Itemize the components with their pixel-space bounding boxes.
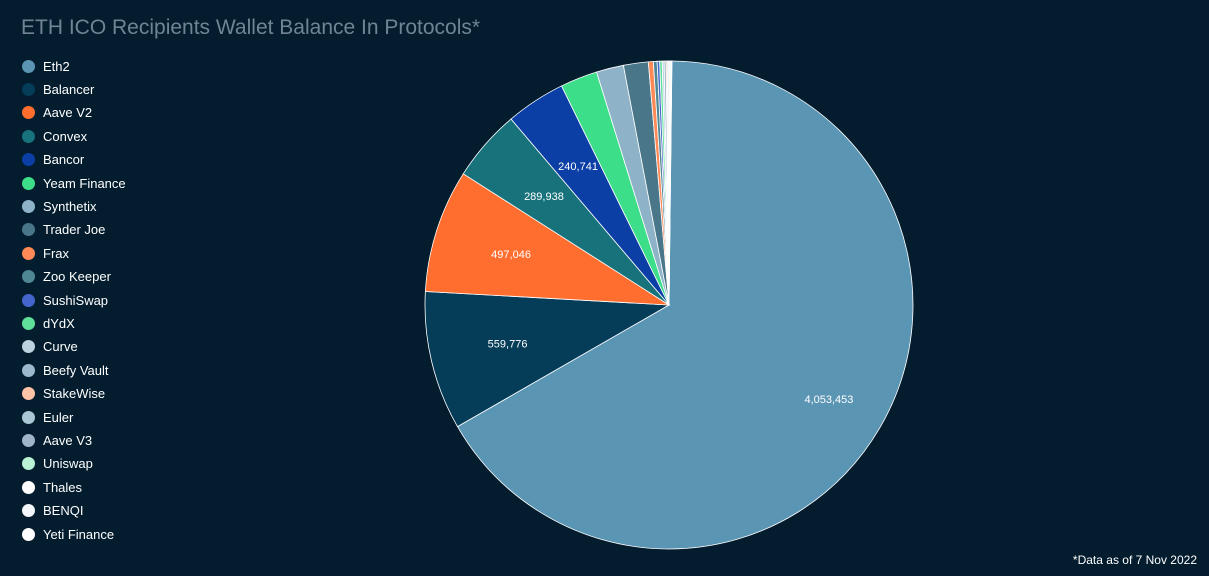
legend-label: Euler (43, 409, 74, 425)
legend-item[interactable]: Euler (22, 407, 73, 427)
legend-swatch (22, 153, 35, 167)
legend-swatch (22, 480, 35, 494)
pie-slice[interactable] (668, 60, 673, 306)
legend-label: Thales (43, 479, 83, 495)
legend-item[interactable]: Frax (22, 243, 69, 263)
legend-item[interactable]: dYdX (22, 313, 75, 333)
legend-swatch (22, 316, 35, 330)
legend-swatch (22, 527, 35, 541)
legend-label: Balancer (43, 81, 95, 97)
pie-slice[interactable] (456, 60, 914, 550)
legend-item[interactable]: Zoo Keeper (22, 267, 111, 287)
pie-slice[interactable] (424, 291, 671, 428)
legend-item[interactable]: Convex (22, 126, 87, 146)
legend-label: Beefy Vault (43, 362, 109, 378)
legend-label: Bancor (43, 152, 85, 168)
data-label: 289,938 (524, 191, 564, 203)
legend-label: Convex (43, 128, 88, 144)
legend-label: Eth2 (43, 58, 70, 74)
legend-item[interactable]: Synthetix (22, 196, 96, 216)
legend-item[interactable]: Yeti Finance (22, 524, 114, 544)
legend-label: Yeam Finance (43, 175, 126, 191)
legend-item[interactable]: Eth2 (22, 56, 70, 76)
legend-item[interactable]: Uniswap (22, 454, 93, 474)
legend-swatch (22, 457, 35, 471)
chart-title: ETH ICO Recipients Wallet Balance In Pro… (21, 16, 481, 39)
legend-label: StakeWise (43, 386, 106, 402)
pie-slice[interactable] (424, 173, 671, 306)
legend-swatch (22, 363, 35, 377)
legend-swatch (22, 293, 35, 307)
legend-label: Aave V3 (43, 432, 93, 448)
legend-swatch (22, 246, 35, 260)
legend-item[interactable]: StakeWise (22, 384, 105, 404)
legend-label: Curve (43, 339, 78, 355)
legend-swatch (22, 387, 35, 401)
legend-item[interactable]: BENQI (22, 501, 83, 521)
footnote: *Data as of 7 Nov 2022 (1072, 553, 1197, 567)
data-label: 497,046 (491, 249, 531, 261)
legend-label: Yeti Finance (43, 526, 115, 542)
legend-label: Frax (43, 245, 69, 261)
legend-swatch (22, 176, 35, 190)
legend-label: dYdX (43, 315, 75, 331)
legend-item[interactable]: Balancer (22, 79, 94, 99)
legend-item[interactable]: Aave V3 (22, 430, 92, 450)
legend-item[interactable]: Aave V2 (22, 103, 92, 123)
data-label: 240,741 (558, 161, 598, 173)
legend-swatch (22, 106, 35, 120)
legend-item[interactable]: Bancor (22, 150, 84, 170)
legend-item[interactable]: Thales (22, 477, 82, 497)
legend-item[interactable]: Curve (22, 337, 78, 357)
legend-swatch (22, 433, 35, 447)
legend-label: Aave V2 (43, 105, 93, 121)
legend-item[interactable]: Yeam Finance (22, 173, 126, 193)
legend-swatch (22, 223, 35, 237)
legend-label: BENQI (43, 503, 84, 519)
data-label: 4,053,453 (804, 394, 853, 406)
legend-label: Uniswap (43, 456, 93, 472)
legend-item[interactable]: SushiSwap (22, 290, 108, 310)
legend-label: Zoo Keeper (43, 269, 111, 285)
legend-label: Synthetix (43, 198, 97, 214)
legend-label: Trader Joe (43, 222, 106, 238)
legend-item[interactable]: Beefy Vault (22, 360, 109, 380)
legend-swatch (22, 340, 35, 354)
legend-swatch (22, 410, 35, 424)
legend-swatch (22, 199, 35, 213)
legend-swatch (22, 129, 35, 143)
legend-swatch (22, 82, 35, 96)
legend-label: SushiSwap (43, 292, 109, 308)
legend-item[interactable]: Trader Joe (22, 220, 105, 240)
legend-swatch (22, 59, 35, 73)
legend-swatch (22, 504, 35, 518)
legend-swatch (22, 270, 35, 284)
data-label: 559,776 (488, 338, 528, 350)
